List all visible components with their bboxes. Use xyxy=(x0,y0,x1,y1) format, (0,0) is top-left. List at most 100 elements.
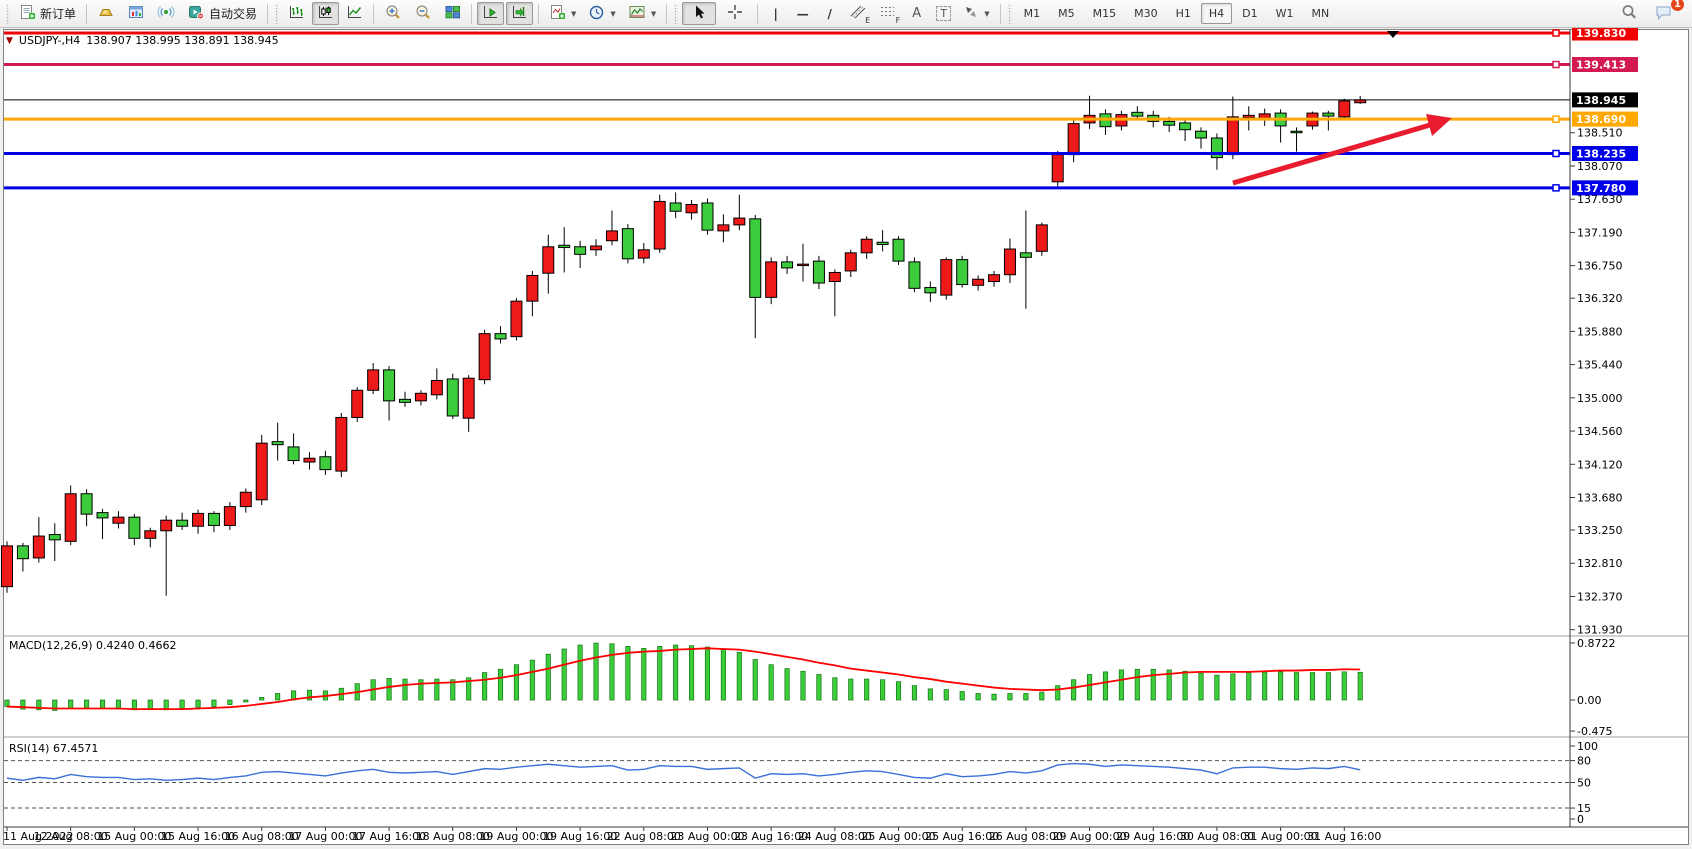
timeframe-button-W1[interactable]: W1 xyxy=(1275,7,1294,20)
market-watch-button[interactable] xyxy=(92,2,120,25)
timeframe-button-M1[interactable]: M1 xyxy=(1023,7,1041,20)
chart-background[interactable] xyxy=(3,29,1689,845)
macd-histogram-bar xyxy=(1118,669,1124,701)
templates-button[interactable]: ▼ xyxy=(623,2,661,25)
chevron-down-icon: ▼ xyxy=(571,9,577,18)
timeframe-button-MN[interactable]: MN xyxy=(1311,7,1330,20)
crosshair-button[interactable] xyxy=(718,2,752,25)
signals-button[interactable] xyxy=(152,2,180,25)
macd-histogram-bar xyxy=(1023,693,1029,701)
zoom-in-button[interactable] xyxy=(379,2,407,25)
timeframe-button-H4[interactable]: H4 xyxy=(1200,3,1233,24)
macd-histogram-bar xyxy=(147,699,153,710)
label-button[interactable]: T xyxy=(931,2,956,25)
auto-scroll-button[interactable] xyxy=(477,2,505,25)
trendline-button[interactable]: / xyxy=(817,2,842,25)
channel-button[interactable]: E xyxy=(844,2,872,25)
candle-body xyxy=(590,245,603,251)
data-window-button[interactable] xyxy=(122,2,150,25)
chevron-down-icon: ▼ xyxy=(650,9,657,18)
macd-histogram-bar xyxy=(1055,685,1061,701)
auto-trading-button[interactable]: 自动交易 xyxy=(182,2,262,25)
price-level-handle-138.235[interactable] xyxy=(1552,149,1560,158)
price-level-handle-139.830[interactable] xyxy=(1552,29,1560,37)
price-level-handle-138.690[interactable] xyxy=(1552,115,1560,123)
timeframe-button-M30[interactable]: M30 xyxy=(1134,7,1158,20)
candle-body xyxy=(1131,111,1144,117)
indicators-button[interactable]: ▼ xyxy=(544,2,581,25)
candle-body xyxy=(128,516,141,539)
search-button[interactable] xyxy=(1615,2,1643,25)
price-level-badge xyxy=(1572,145,1638,161)
candle-body xyxy=(176,519,189,527)
macd-histogram-bar xyxy=(943,689,949,701)
price-scale-area[interactable] xyxy=(1570,30,1688,827)
candle-body xyxy=(1,545,13,588)
bar-chart-button[interactable] xyxy=(283,2,310,25)
notification-badge[interactable]: 1 xyxy=(1670,0,1685,12)
timeframe-button-M15[interactable]: M15 xyxy=(1092,7,1117,20)
macd-tick-label: 0.00 xyxy=(1577,694,1602,707)
macd-histogram-bar xyxy=(768,664,774,701)
vertical-line-button[interactable]: | xyxy=(763,2,788,25)
fibonacci-button[interactable]: F xyxy=(874,2,902,25)
macd-tick-label: -0.475 xyxy=(1577,725,1612,738)
candle-body xyxy=(892,238,905,262)
macd-histogram-bar xyxy=(720,649,726,701)
price-level-badge xyxy=(1572,92,1638,108)
horizontal-line-button[interactable]: — xyxy=(790,2,815,25)
candle-body xyxy=(637,249,650,259)
macd-histogram-bar xyxy=(4,699,10,707)
candle-body xyxy=(223,506,236,526)
macd-histogram-bar xyxy=(1325,672,1331,701)
candle-body xyxy=(80,493,93,515)
macd-histogram-bar xyxy=(450,679,456,701)
timeframe-button-D1[interactable]: D1 xyxy=(1242,7,1258,20)
macd-histogram-bar xyxy=(243,699,249,703)
zoom-out-button[interactable] xyxy=(409,2,437,25)
macd-histogram-bar xyxy=(275,693,281,701)
chart-shift-button[interactable] xyxy=(506,2,534,25)
price-level-handle-139.413[interactable] xyxy=(1552,60,1560,69)
candle-body xyxy=(207,512,220,526)
chat-button[interactable]: 1 xyxy=(1649,0,1685,25)
price-tick-label: 138.510 xyxy=(1577,127,1623,140)
new-order-button[interactable]: 新订单 xyxy=(14,2,81,25)
down-arrow-marker[interactable] xyxy=(1387,31,1399,38)
price-tick-label: 133.250 xyxy=(1577,524,1623,537)
candle-body xyxy=(510,300,523,338)
time-scale-area[interactable] xyxy=(4,827,1570,844)
trend-arrow-shaft[interactable] xyxy=(1232,122,1431,186)
macd-histogram-bar xyxy=(1230,673,1236,701)
text-button[interactable]: A xyxy=(904,2,929,25)
trend-arrow-head[interactable] xyxy=(1426,114,1452,136)
macd-histogram-bar xyxy=(195,699,201,708)
time-tick-label: 19 Aug 16:00 xyxy=(543,830,617,843)
macd-indicator-label: MACD(12,26,9) 0.4240 0.4662 xyxy=(9,639,177,652)
line-chart-button[interactable] xyxy=(341,2,368,25)
macd-histogram-bar xyxy=(466,677,472,701)
macd-histogram-bar xyxy=(482,672,488,701)
price-level-badge-label: 138.690 xyxy=(1576,113,1626,126)
candle-body xyxy=(446,378,459,417)
candlestick-chart-button[interactable] xyxy=(312,2,340,25)
cursor-button[interactable] xyxy=(682,2,717,25)
candle-body xyxy=(16,545,29,560)
arrows-button[interactable]: ▼ xyxy=(958,2,994,25)
price-level-handle-137.780[interactable] xyxy=(1552,184,1560,192)
macd-histogram-bar xyxy=(84,699,90,709)
candle-body xyxy=(653,200,666,250)
price-tick-label: 135.440 xyxy=(1577,359,1623,372)
candle-body xyxy=(685,203,698,214)
timeframe-button-M5[interactable]: M5 xyxy=(1058,7,1075,20)
timeframe-button-H1[interactable]: H1 xyxy=(1175,7,1191,20)
macd-histogram-bar xyxy=(211,699,217,707)
tile-windows-button[interactable] xyxy=(439,2,466,25)
periods-button[interactable]: ▼ xyxy=(583,2,620,25)
candle-body xyxy=(287,446,300,462)
macd-histogram-bar xyxy=(402,678,408,701)
candle-body xyxy=(988,274,1001,283)
macd-histogram-bar xyxy=(36,699,42,711)
candle-body xyxy=(96,512,109,519)
